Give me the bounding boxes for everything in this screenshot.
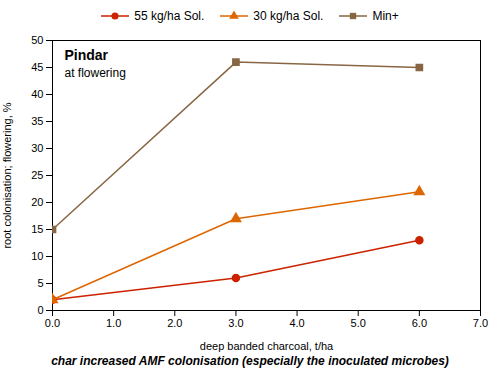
svg-text:root colonisation; flowering,: root colonisation; flowering, %	[1, 102, 13, 248]
html-text:55 kg/ha Sol.: 55 kg/ha Sol.	[134, 9, 205, 23]
svg-text:4.0: 4.0	[289, 317, 304, 329]
svg-text:5.0: 5.0	[351, 317, 366, 329]
svg-text:3.0: 3.0	[228, 317, 243, 329]
svg-text:at flowering: at flowering	[65, 66, 126, 80]
svg-text:2.0: 2.0	[167, 317, 182, 329]
svg-text:35: 35	[31, 115, 43, 127]
svg-text:15: 15	[31, 223, 43, 235]
svg-text:25: 25	[31, 169, 43, 181]
svg-text:0.0: 0.0	[45, 317, 60, 329]
svg-text:deep banded charcoal, t/ha: deep banded charcoal, t/ha	[200, 340, 334, 352]
svg-text:20: 20	[31, 196, 43, 208]
svg-text:1.0: 1.0	[106, 317, 121, 329]
svg-text:Pindar: Pindar	[65, 47, 109, 63]
svg-text:50: 50	[31, 34, 43, 46]
svg-text:30: 30	[31, 142, 43, 154]
svg-text:7.0: 7.0	[473, 317, 488, 329]
html-text:char increased AMF colonisatio: char increased AMF colonisation (especia…	[51, 354, 449, 368]
svg-text:40: 40	[31, 88, 43, 100]
svg-text:0: 0	[37, 304, 43, 316]
html-text:Min+: Min+	[372, 9, 399, 23]
svg-text:6.0: 6.0	[412, 317, 427, 329]
svg-text:10: 10	[31, 250, 43, 262]
svg-text:5: 5	[37, 277, 43, 289]
svg-text:45: 45	[31, 61, 43, 73]
html-text:30 kg/ha Sol.: 30 kg/ha Sol.	[253, 9, 324, 23]
